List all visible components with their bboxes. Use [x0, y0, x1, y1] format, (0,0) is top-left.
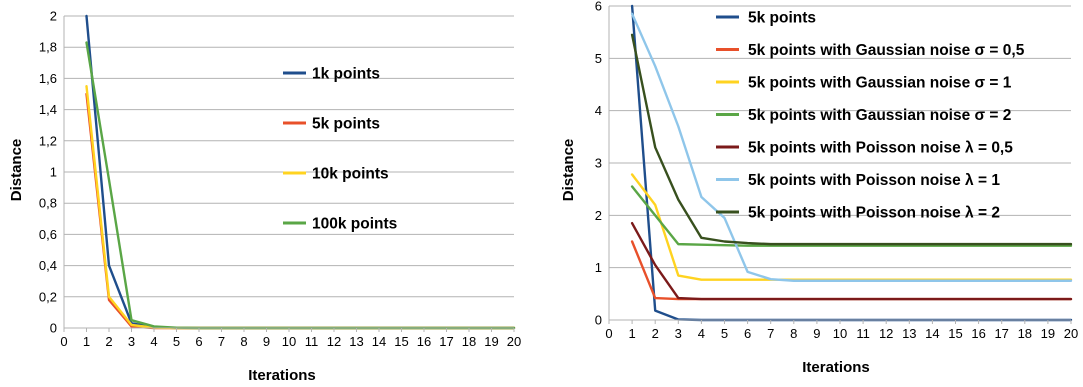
x-tick-label: 8 [790, 326, 797, 341]
y-tick-label: 6 [595, 0, 602, 14]
x-tick-label: 4 [150, 334, 157, 349]
x-tick-label: 2 [652, 326, 659, 341]
legend-label: 5k points with Poisson noise λ = 2 [748, 205, 1000, 222]
x-tick-label: 9 [263, 334, 270, 349]
x-tick-label: 20 [1064, 326, 1078, 341]
legend-label: 5k points with Gaussian noise σ = 2 [748, 107, 1011, 124]
x-axis-label: Iterations [802, 359, 870, 376]
y-tick-label: 0,2 [39, 289, 57, 304]
x-tick-label: 13 [349, 334, 363, 349]
x-tick-label: 8 [240, 334, 247, 349]
x-tick-label: 0 [605, 326, 612, 341]
legend-label: 5k points with Poisson noise λ = 1 [748, 172, 1000, 189]
x-tick-label: 13 [902, 326, 916, 341]
x-tick-label: 7 [218, 334, 225, 349]
y-axis-label: Distance [8, 139, 25, 202]
series-line [630, 185, 1073, 247]
legend-label: 10k points [312, 166, 389, 183]
y-tick-label: 1,2 [39, 133, 57, 148]
x-tick-label: 16 [417, 334, 431, 349]
x-tick-label: 6 [744, 326, 751, 341]
legend-label: 100k points [312, 216, 397, 233]
y-tick-label: 5 [595, 51, 602, 66]
series-line [630, 33, 1073, 246]
y-tick-label: 0,4 [39, 258, 57, 273]
x-axis-label: Iterations [248, 367, 316, 384]
y-tick-label: 0 [595, 313, 602, 328]
x-tick-label: 14 [372, 334, 386, 349]
x-tick-label: 20 [507, 334, 521, 349]
series-line [630, 221, 1073, 301]
legend-label: 5k points with Gaussian noise σ = 1 [748, 75, 1012, 92]
x-tick-label: 9 [813, 326, 820, 341]
x-tick-label: 14 [925, 326, 939, 341]
x-tick-label: 5 [173, 334, 180, 349]
x-tick-label: 10 [282, 334, 296, 349]
x-tick-label: 12 [327, 334, 341, 349]
y-tick-label: 1 [50, 165, 57, 180]
y-tick-label: 0 [50, 321, 57, 336]
x-tick-label: 12 [879, 326, 893, 341]
x-tick-label: 5 [721, 326, 728, 341]
y-tick-label: 4 [595, 103, 602, 118]
x-tick-label: 1 [83, 334, 90, 349]
y-tick-label: 1,4 [39, 102, 57, 117]
y-tick-label: 0,8 [39, 196, 57, 211]
x-tick-label: 18 [1018, 326, 1032, 341]
x-tick-label: 11 [856, 326, 870, 341]
legend-label: 1k points [312, 66, 380, 83]
y-axis-label: Distance [560, 139, 577, 202]
y-tick-label: 1 [595, 260, 602, 275]
y-tick-label: 3 [595, 156, 602, 171]
x-tick-label: 3 [675, 326, 682, 341]
x-tick-label: 3 [128, 334, 135, 349]
series-line [630, 12, 1073, 282]
x-tick-label: 4 [698, 326, 705, 341]
y-tick-label: 1,6 [39, 71, 57, 86]
legend-label: 5k points with Gaussian noise σ = 0,5 [748, 42, 1025, 59]
x-tick-label: 2 [105, 334, 112, 349]
x-tick-label: 0 [60, 334, 67, 349]
x-tick-label: 18 [462, 334, 476, 349]
legend-label: 5k points with Poisson noise λ = 0,5 [748, 140, 1013, 157]
x-tick-label: 19 [1041, 326, 1055, 341]
x-tick-label: 1 [628, 326, 635, 341]
x-tick-label: 10 [833, 326, 847, 341]
chart-distance-vs-iterations-sizes: 00,20,40,60,811,21,41,61,820 1 2 3 4 5 6 7 8 9 10 1… [8, 9, 521, 385]
x-tick-label: 16 [971, 326, 985, 341]
x-tick-label: 15 [948, 326, 962, 341]
y-tick-label: 0,6 [39, 227, 57, 242]
legend-label: 5k points [748, 10, 816, 27]
x-tick-label: 19 [484, 334, 498, 349]
legend-label: 5k points [312, 116, 380, 133]
y-tick-label: 1,8 [39, 40, 57, 55]
y-tick-label: 2 [50, 9, 57, 24]
x-tick-label: 7 [767, 326, 774, 341]
x-tick-label: 17 [994, 326, 1008, 341]
x-tick-label: 11 [305, 334, 319, 349]
y-tick-label: 2 [595, 208, 602, 223]
x-tick-label: 17 [439, 334, 453, 349]
x-tick-label: 6 [195, 334, 202, 349]
x-tick-label: 15 [394, 334, 408, 349]
